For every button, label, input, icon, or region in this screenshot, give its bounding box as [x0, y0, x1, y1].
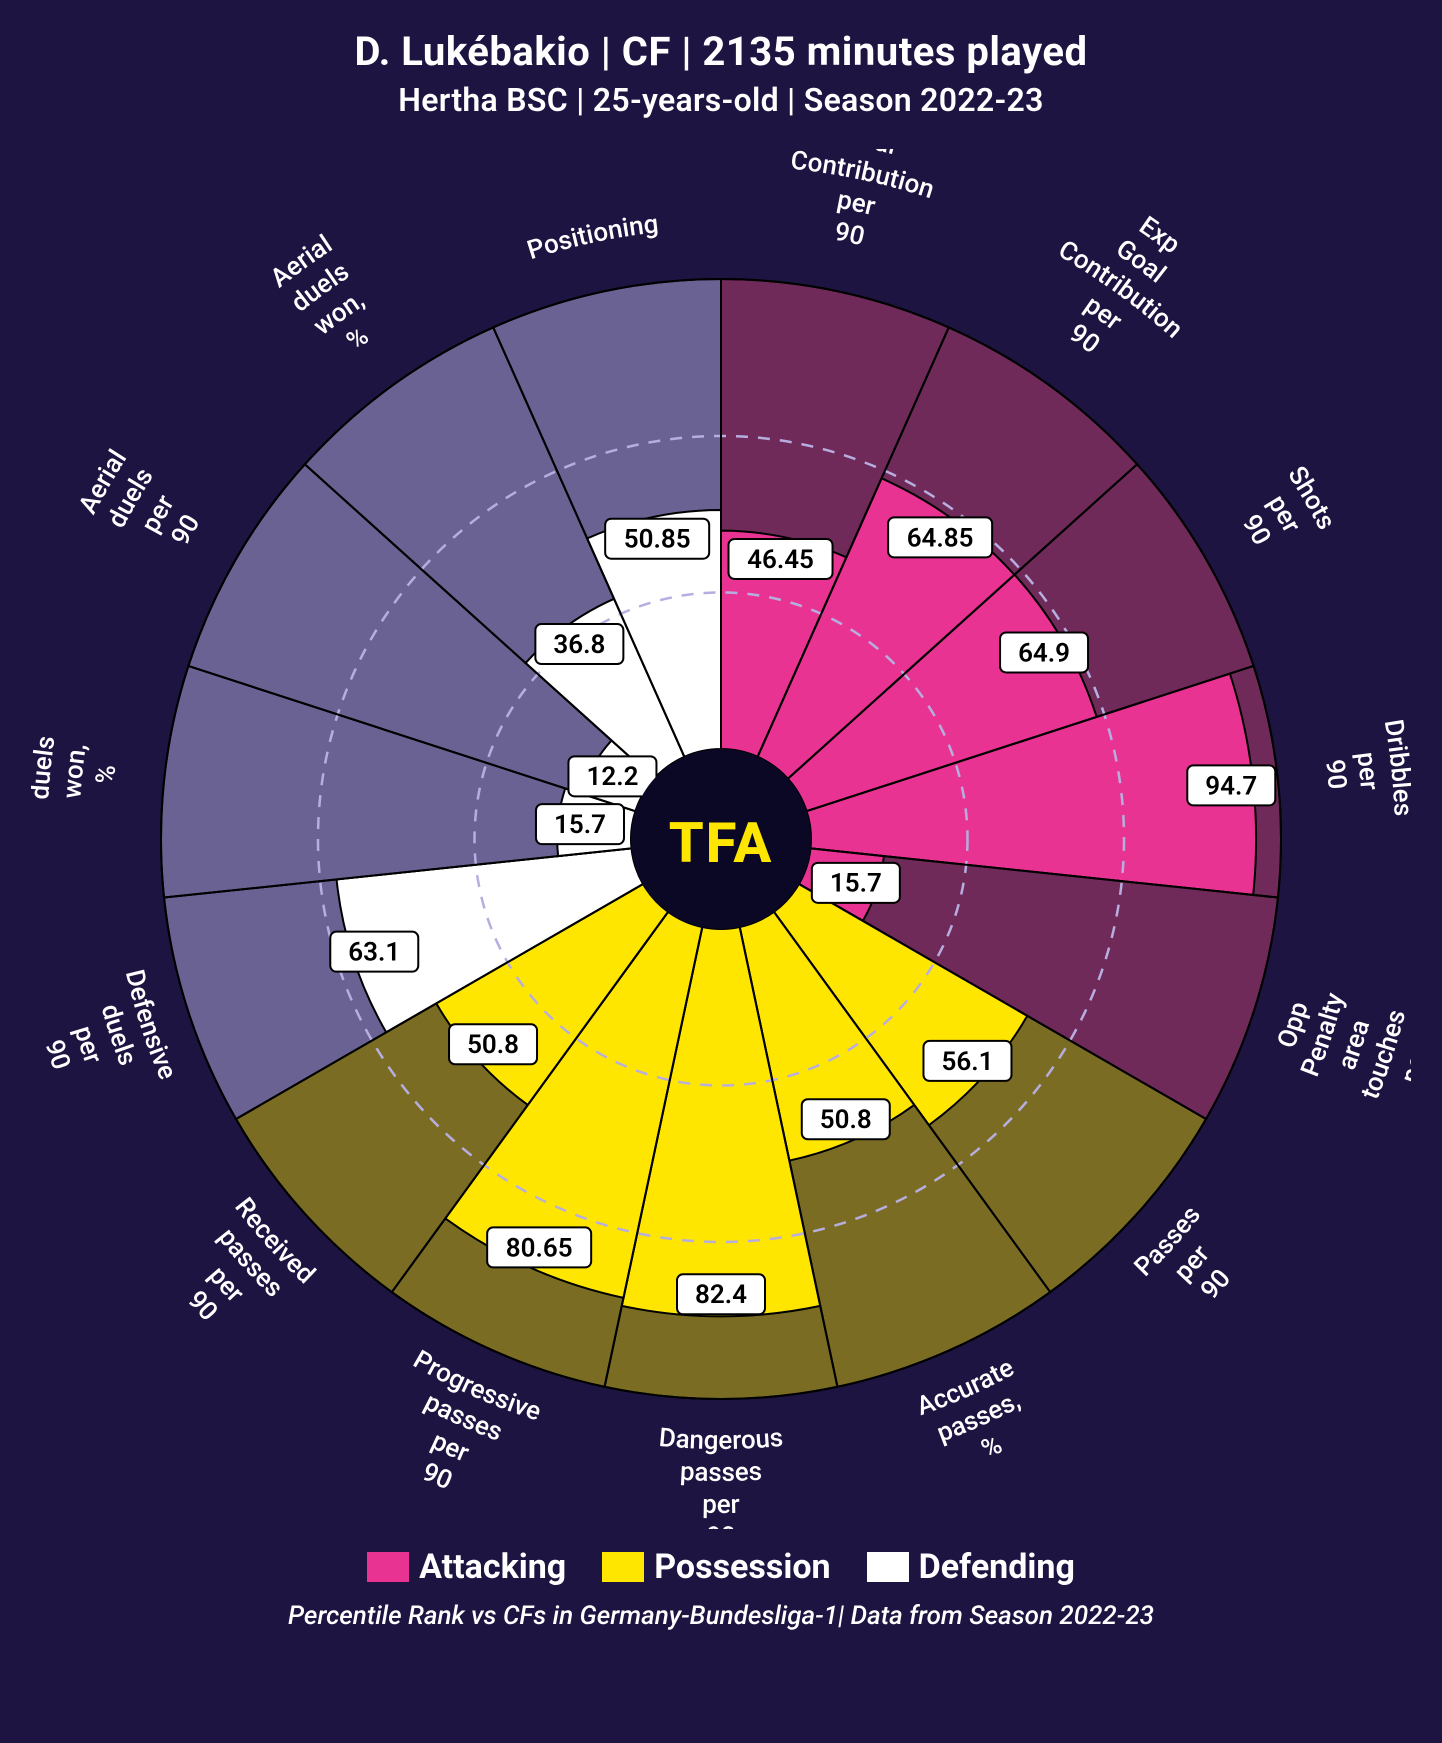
value-text: 36.8: [553, 630, 605, 660]
slice-label: per: [702, 1490, 740, 1520]
chart-title: D. Lukébakio | CF | 2135 minutes played: [0, 0, 1442, 75]
value-text: 12.2: [586, 762, 638, 792]
slice-label: 90: [706, 1522, 736, 1529]
legend-swatch: [867, 1552, 909, 1582]
value-text: 50.8: [820, 1105, 872, 1135]
legend-item: Defending: [867, 1547, 1075, 1587]
value-text: 15.7: [830, 869, 882, 899]
slice-label: %: [977, 1430, 1007, 1465]
slice-label: 90: [832, 217, 867, 253]
chart-container: D. Lukébakio | CF | 2135 minutes played …: [0, 0, 1442, 1743]
legend-swatch: [367, 1552, 409, 1582]
slice-label: Dribbles: [1378, 717, 1411, 817]
slice-label: duels: [31, 734, 62, 800]
value-text: 64.85: [907, 523, 974, 553]
center-logo-text: TFA: [669, 810, 773, 876]
slice-label: %: [341, 321, 374, 357]
slice-label: won,: [57, 742, 93, 800]
value-text: 82.4: [695, 1280, 747, 1310]
legend-label: Attacking: [419, 1547, 566, 1587]
legend-label: Possession: [654, 1547, 830, 1587]
slice-label: per: [835, 185, 879, 222]
slice-label: Positioning: [524, 209, 660, 266]
chart-subtitle: Hertha BSC | 25-years-old | Season 2022-…: [0, 81, 1442, 119]
slice-label: Dangerous: [658, 1423, 785, 1456]
slice-label: per: [1350, 750, 1384, 791]
legend-item: Attacking: [367, 1547, 566, 1587]
slice-label: %: [90, 763, 122, 785]
legend-item: Possession: [602, 1547, 830, 1587]
value-text: 46.45: [747, 545, 814, 575]
value-text: 64.9: [1018, 638, 1070, 668]
chart-canvas: 46.45 64.85 64.9 94.7 15.7 56.1 50.8 82.4 80.65 5…: [0, 149, 1442, 1529]
value-text: 50.8: [467, 1030, 519, 1060]
chart-footer: Percentile Rank vs CFs in Germany-Bundes…: [0, 1601, 1442, 1631]
slice-label: 90: [38, 1036, 76, 1073]
value-text: 56.1: [942, 1047, 994, 1077]
value-text: 63.1: [348, 938, 400, 968]
value-text: 15.7: [554, 810, 606, 840]
value-text: 50.85: [624, 525, 691, 555]
legend: Attacking Possession Defending: [0, 1547, 1442, 1587]
legend-swatch: [602, 1552, 644, 1582]
slice-label: 90: [1319, 758, 1352, 791]
legend-label: Defending: [919, 1547, 1075, 1587]
radial-chart-svg: 46.45 64.85 64.9 94.7 15.7 56.1 50.8 82.4 80.65 5…: [31, 149, 1411, 1529]
slice-label: passes: [679, 1457, 762, 1488]
value-text: 80.65: [506, 1233, 573, 1263]
value-text: 94.7: [1205, 771, 1257, 801]
